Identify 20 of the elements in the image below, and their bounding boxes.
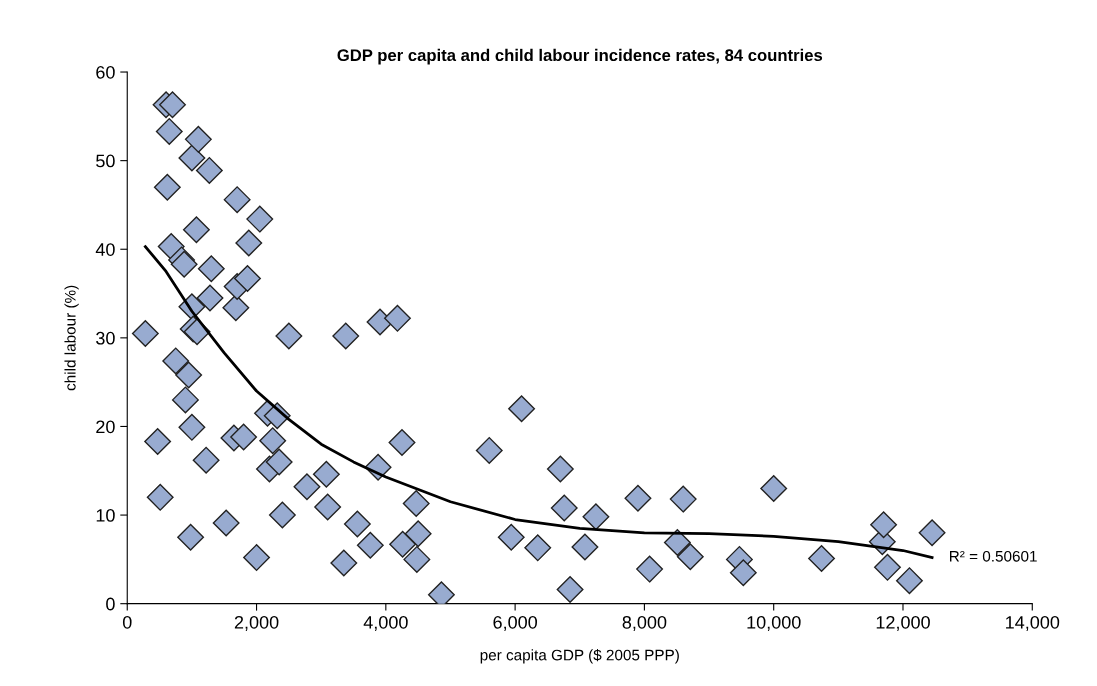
x-axis-title: per capita GDP ($ 2005 PPP) <box>480 648 679 664</box>
x-tick-label: 8,000 <box>622 615 667 631</box>
y-axis-title: child labour (%) <box>64 285 79 391</box>
y-tick-label: 20 <box>96 420 115 434</box>
annotation: R² = 0.50601 <box>950 550 1037 562</box>
x-tick-label: 14,000 <box>1006 615 1060 631</box>
y-tick-label: 40 <box>95 243 115 256</box>
x-tick-label: 12,000 <box>876 615 930 631</box>
x-tick-label: 10,000 <box>747 615 801 631</box>
y-tick-label: 50 <box>96 154 115 168</box>
y-tick-label: 10 <box>96 509 115 522</box>
chart-title: GDP per capita and child labour incidence rates, 84 countries <box>337 48 823 65</box>
x-tick-label: 4,000 <box>363 615 408 631</box>
x-tick-label: 0 <box>122 615 132 629</box>
line-series <box>143 245 934 559</box>
y-tick-label: 0 <box>106 597 115 611</box>
y-tick-label: 60 <box>96 65 115 79</box>
x-tick-label: 6,000 <box>493 615 538 631</box>
x-tick-label: 2,000 <box>234 615 279 631</box>
y-tick-label: 30 <box>96 331 115 345</box>
